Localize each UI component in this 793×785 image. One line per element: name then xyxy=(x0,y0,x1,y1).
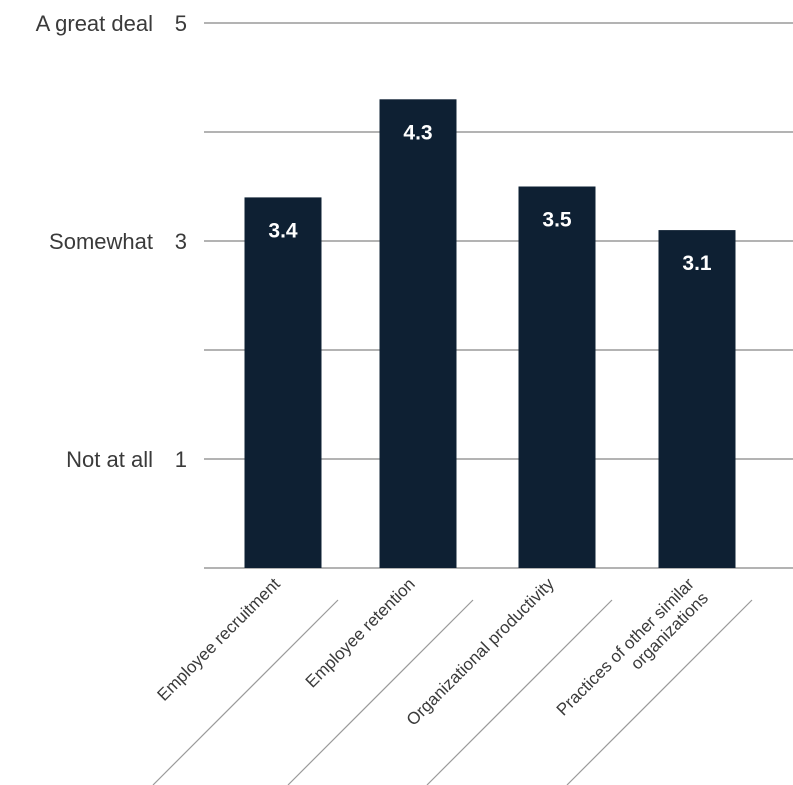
y-tick-label: 1 xyxy=(175,447,187,472)
bar-value-label: 3.5 xyxy=(542,209,572,232)
x-axis-labels: Employee recruitment Employee retentionOr… xyxy=(152,574,753,785)
bars: 3.4 4.3 3.5 3.1 xyxy=(244,99,736,569)
category-separator xyxy=(287,599,474,785)
bar-value-label: 4.3 xyxy=(403,121,432,144)
x-tick-label: Employee retention xyxy=(302,574,419,691)
x-tick-label-line: Practices of other similar xyxy=(553,574,698,719)
y-scale-label: A great deal xyxy=(36,11,153,36)
y-tick-label: 3 xyxy=(175,229,187,254)
bar xyxy=(244,197,322,568)
y-axis-labels: 5 A great deal 3 Somewhat 1 Not at all xyxy=(36,11,187,472)
category-separator xyxy=(426,599,613,785)
bar-value-label: 3.1 xyxy=(682,252,712,275)
y-scale-label: Not at all xyxy=(66,447,153,472)
x-tick-label: Practices of other similarorganizations xyxy=(553,574,712,733)
category-separator xyxy=(566,599,753,785)
bar-value-label: 3.4 xyxy=(268,219,298,242)
bar xyxy=(658,230,736,568)
bar xyxy=(379,99,457,569)
x-tick-label: Organizational productivity xyxy=(403,574,558,729)
category-separator xyxy=(152,599,339,785)
x-tick-label: Employee recruitment xyxy=(153,574,284,705)
y-scale-label: Somewhat xyxy=(49,229,153,254)
y-tick-label: 5 xyxy=(175,11,187,36)
bar xyxy=(518,186,596,568)
